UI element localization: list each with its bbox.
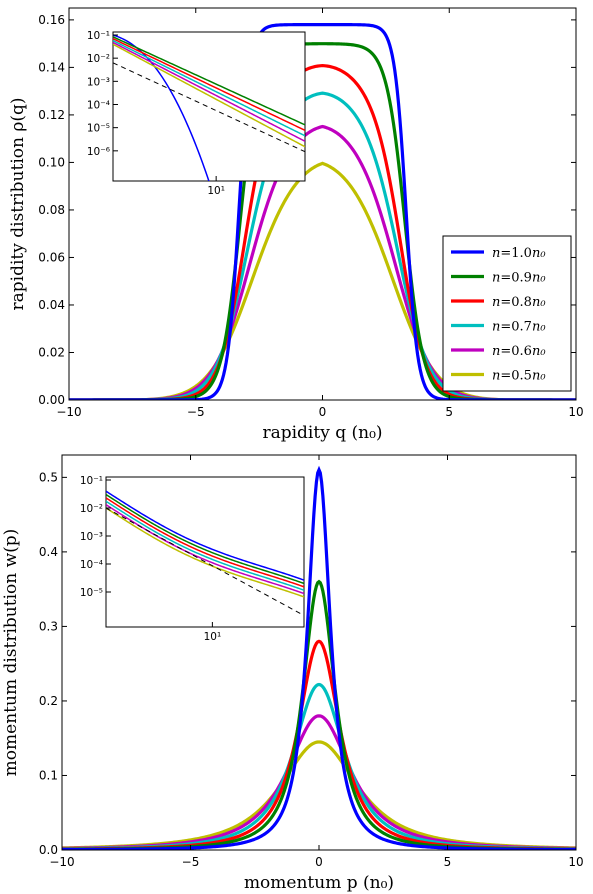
legend-var: n	[492, 295, 500, 310]
x-tick-label: 10	[568, 405, 583, 419]
y-tick-label: 0.12	[38, 108, 65, 122]
legend-unit: n₀	[532, 344, 546, 359]
inset-y-tick-label: 10⁻⁴	[80, 559, 103, 571]
inset-series-group	[106, 490, 304, 616]
inset-series-line-6	[106, 507, 304, 598]
inset: 10⁻¹ 10⁻² 10⁻³ 10⁻⁴ 10⁻⁵ 10¹	[80, 475, 305, 643]
legend-value: =0.7	[500, 320, 532, 335]
x-tick-label: 0	[319, 405, 327, 419]
y-tick-label: 0.5	[39, 470, 58, 484]
y-tick-label: 0.06	[38, 250, 65, 264]
legend-unit: n₀	[532, 295, 546, 310]
legend-var: n	[492, 271, 500, 286]
inset-y-tick-label: 10⁻⁵	[87, 123, 110, 135]
x-tick-label: 0	[315, 855, 323, 869]
inset-series-line-4	[113, 39, 305, 137]
inset-y-tick-label: 10⁻³	[87, 76, 110, 88]
series-line-1	[62, 465, 576, 850]
panel-1: −10 −5 0 5 10 0.00 0.02 0.04 0.06 0.08 0.10 0.12 0.1…	[8, 7, 584, 443]
inset-y-tick-label: 10⁻²	[87, 53, 110, 65]
y-tick-label: 0.04	[38, 298, 65, 312]
x-tick-label: −5	[182, 855, 200, 869]
legend-label: n=0.6n₀	[492, 344, 546, 359]
legend-value: =1.0	[500, 246, 532, 261]
legend-var: n	[492, 246, 500, 261]
y-axis-label: momentum distribution w(p)	[1, 529, 21, 777]
legend-unit: n₀	[532, 369, 546, 384]
y-tick-label: 0.14	[38, 60, 65, 74]
legend-value: =0.5	[500, 369, 532, 384]
inset-series-line-4	[106, 500, 304, 591]
legend-value: =0.6	[500, 344, 532, 359]
inset-frame	[105, 476, 305, 628]
y-tick-label: 0.2	[39, 694, 58, 708]
series-line-5	[62, 714, 576, 850]
inset: 10⁻¹ 10⁻² 10⁻³ 10⁻⁴ 10⁻⁵ 10⁻⁶ 10¹	[87, 30, 306, 197]
y-tick-label: 0.10	[38, 155, 65, 169]
y-tick-label: 0.3	[39, 619, 58, 633]
legend-unit: n₀	[532, 271, 546, 286]
inset-y-tick-label: 10⁻⁵	[80, 587, 103, 599]
legend-unit: n₀	[532, 320, 546, 335]
inset-series-line-3	[113, 38, 305, 132]
legend-value: =0.9	[500, 271, 532, 286]
inset-y-tick-label: 10⁻¹	[80, 475, 103, 487]
inset-reference-line	[106, 507, 304, 616]
legend-var: n	[492, 369, 500, 384]
y-tick-label: 0.00	[38, 393, 65, 407]
y-tick-label: 0.0	[39, 843, 58, 857]
inset-series-line-5	[113, 41, 305, 142]
y-tick-label: 0.1	[39, 768, 58, 782]
legend-label: n=0.8n₀	[492, 295, 546, 310]
x-tick-label: 5	[445, 405, 453, 419]
x-tick-label: −10	[49, 855, 74, 869]
x-tick-label: 5	[444, 855, 452, 869]
inset-series-line-3	[106, 497, 304, 588]
series-group	[62, 465, 576, 850]
inset-series-line-2	[106, 493, 304, 585]
panel-2: −10 −5 0 5 10 0.0 0.1 0.2 0.3 0.4 0.5 momentum p (n…	[1, 454, 584, 893]
inset-series-line-2	[113, 36, 305, 126]
legend-label: n=0.7n₀	[492, 320, 546, 335]
legend-var: n	[492, 320, 500, 335]
legend-unit: n₀	[532, 246, 546, 261]
y-axis-label: rapidity distribution ρ(q)	[8, 97, 28, 310]
y-tick-label: 0.02	[38, 345, 65, 359]
x-tick-label: −5	[187, 405, 205, 419]
legend-label: n=0.5n₀	[492, 369, 546, 384]
y-tick-label: 0.16	[38, 13, 65, 27]
y-tick-label: 0.08	[38, 203, 65, 217]
x-tick-label: 10	[568, 855, 583, 869]
inset-x-tick-label: 10¹	[204, 631, 222, 643]
legend-frame	[442, 235, 572, 392]
x-axis-label: rapidity q (n₀)	[262, 423, 382, 443]
inset-y-tick-label: 10⁻⁶	[87, 146, 110, 158]
x-tick-label: −10	[56, 405, 81, 419]
inset-series-line-1	[113, 34, 210, 181]
legend-value: =0.8	[500, 295, 532, 310]
legend-label: n=1.0n₀	[492, 246, 546, 261]
series-line-6	[62, 740, 576, 850]
inset-x-tick-label: 10¹	[207, 185, 225, 197]
inset-y-tick-label: 10⁻³	[80, 531, 103, 543]
legend-label: n=0.9n₀	[492, 271, 546, 286]
series-line-3	[62, 639, 576, 850]
inset-series-group	[113, 34, 305, 181]
inset-y-tick-label: 10⁻⁴	[87, 100, 110, 112]
series-line-4	[62, 682, 576, 850]
legend: n=1.0n₀n=0.9n₀n=0.8n₀n=0.7n₀n=0.6n₀n=0.5…	[442, 235, 572, 392]
inset-series-line-1	[106, 490, 304, 581]
x-axis-label: momentum p (n₀)	[244, 873, 394, 893]
inset-y-tick-label: 10⁻²	[80, 503, 103, 515]
inset-series-line-6	[113, 43, 305, 148]
legend-var: n	[492, 344, 500, 359]
y-tick-label: 0.4	[39, 545, 58, 559]
inset-y-tick-label: 10⁻¹	[87, 30, 110, 42]
